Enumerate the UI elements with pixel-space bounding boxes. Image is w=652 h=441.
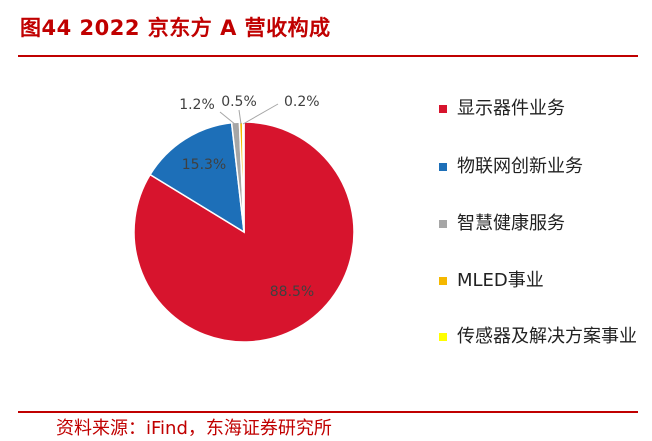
legend-swatch-mled — [439, 277, 447, 285]
data-label-mled: 0.5% — [221, 94, 257, 110]
title-rule — [18, 55, 638, 57]
pie-slice-sensor — [241, 121, 245, 233]
data-label-health: 1.2% — [179, 97, 215, 113]
chart-legend: 显示器件业务 物联网创新业务 智慧健康服务 MLED事业 传感器及解决方案事业 — [439, 0, 649, 400]
legend-swatch-health — [439, 220, 447, 228]
data-label-sensor: 0.2% — [284, 94, 320, 110]
legend-label-display: 显示器件业务 — [457, 98, 565, 119]
legend-item-mled: MLED事业 — [439, 269, 637, 293]
pie-chart: 88.5% 15.3% 1.2% 0.5% 0.2% — [133, 94, 355, 343]
leader-line-mled — [238, 109, 242, 125]
source-rule — [18, 411, 638, 413]
legend-swatch-display — [439, 105, 447, 113]
leader-line-health — [219, 111, 237, 126]
pie-slice-iot — [149, 121, 245, 234]
source-note: 资料来源：iFind，东海证券研究所 — [56, 418, 332, 439]
data-label-iot: 15.3% — [182, 157, 226, 173]
legend-item-sensor: 传感器及解决方案事业 — [439, 325, 637, 349]
legend-swatch-sensor — [439, 333, 447, 341]
legend-item-display: 显示器件业务 — [439, 97, 637, 121]
legend-label-health: 智慧健康服务 — [457, 213, 565, 234]
leader-line-sensor — [242, 103, 279, 125]
legend-item-health: 智慧健康服务 — [439, 212, 637, 236]
figure-title: 图44 2022 京东方 A 营收构成 — [20, 16, 331, 40]
data-label-display: 88.5% — [270, 284, 314, 300]
legend-label-iot: 物联网创新业务 — [457, 156, 583, 177]
legend-label-mled: MLED事业 — [457, 270, 544, 291]
legend-label-sensor: 传感器及解决方案事业 — [457, 326, 637, 347]
legend-item-iot: 物联网创新业务 — [439, 155, 637, 179]
legend-swatch-iot — [439, 163, 447, 171]
